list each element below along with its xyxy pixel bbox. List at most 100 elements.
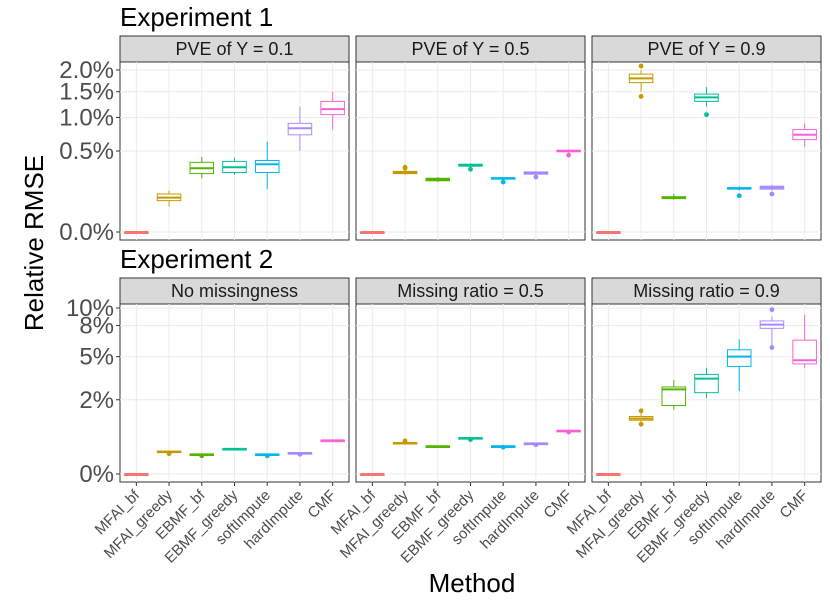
x-tick-label: CMF bbox=[304, 487, 339, 522]
box-body bbox=[320, 100, 345, 116]
box-outlier bbox=[533, 174, 539, 180]
box-body bbox=[254, 159, 280, 173]
box-outlier bbox=[638, 421, 644, 427]
box-MFAI_greedy bbox=[392, 438, 418, 445]
y-tick-label: 1.0% bbox=[59, 104, 114, 131]
box-outlier bbox=[500, 444, 506, 450]
box-softImpute bbox=[726, 339, 752, 391]
box-EBMF_greedy bbox=[222, 157, 247, 175]
panel-1-1: PVE of Y = 0.1 bbox=[119, 35, 350, 241]
experiment-1-title: Experiment 1 bbox=[120, 2, 273, 32]
y-tick-label: 0.5% bbox=[59, 138, 114, 165]
box-MFAI_greedy bbox=[628, 63, 654, 99]
y-tick-label: 5% bbox=[79, 344, 114, 371]
box-body bbox=[792, 339, 817, 365]
box-MFAI_greedy bbox=[628, 408, 654, 427]
panel-1-3: PVE of Y = 0.9 bbox=[591, 35, 822, 241]
box-MFAI_bf bbox=[124, 231, 149, 234]
box-MFAI_greedy bbox=[392, 164, 418, 175]
facet-strip-label: PVE of Y = 0.1 bbox=[176, 39, 294, 59]
panel-2-2: Missing ratio = 0.5MFAI_bfMFAI_greedyEBM… bbox=[328, 277, 586, 567]
y-tick-label: 10% bbox=[66, 295, 114, 322]
box-EBMF_greedy bbox=[458, 437, 483, 442]
y-axis-title: Relative RMSE bbox=[19, 155, 49, 331]
box-CMF bbox=[556, 149, 581, 158]
box-CMF bbox=[792, 314, 817, 368]
box-softImpute bbox=[726, 186, 752, 199]
box-outlier bbox=[736, 193, 742, 199]
box-MFAI_greedy bbox=[156, 190, 182, 207]
box-MFAI_bf bbox=[360, 231, 385, 234]
box-hardImpute bbox=[523, 171, 549, 180]
box-EBMF_bf bbox=[425, 445, 451, 448]
box-CMF bbox=[792, 123, 817, 148]
box-softImpute bbox=[490, 177, 516, 185]
x-tick-label: CMF bbox=[540, 487, 575, 522]
box-hardImpute bbox=[287, 106, 313, 151]
facet-strip-label: PVE of Y = 0.5 bbox=[412, 39, 530, 59]
box-outlier bbox=[769, 345, 775, 350]
box-outlier bbox=[566, 429, 572, 435]
box-softImpute bbox=[254, 141, 280, 190]
box-MFAI_bf bbox=[360, 473, 385, 476]
box-MFAI_bf bbox=[596, 231, 621, 234]
facet-strip-label: Missing ratio = 0.9 bbox=[633, 281, 780, 301]
facet-strip bbox=[119, 35, 350, 63]
x-axis-title: Method bbox=[429, 568, 516, 598]
plot-layer: PVE of Y = 0.1 PVE of Y = 0.5 PVE of Y = 0… bbox=[59, 35, 822, 567]
y-tick-label: 0% bbox=[79, 461, 114, 488]
box-outlier bbox=[704, 112, 709, 118]
box-outlier bbox=[199, 453, 205, 459]
box-outlier bbox=[297, 451, 303, 457]
box-EBMF_bf bbox=[189, 453, 215, 459]
box-softImpute bbox=[490, 444, 516, 450]
panel-2-3: Missing ratio = 0.9MFAI_bfMFAI_greedyEBM… bbox=[564, 277, 822, 567]
facet-strip-label: Missing ratio = 0.5 bbox=[397, 281, 544, 301]
box-outlier bbox=[769, 191, 775, 197]
box-EBMF_bf bbox=[661, 380, 687, 410]
box-outlier bbox=[264, 453, 270, 459]
box-MFAI_greedy bbox=[156, 450, 182, 457]
box-EBMF_bf bbox=[189, 156, 215, 179]
box-MFAI_bf bbox=[596, 473, 621, 476]
box-EBMF_greedy bbox=[222, 447, 247, 451]
box-hardImpute bbox=[759, 184, 785, 197]
panel-2-1: No missingnessMFAI_bfMFAI_greedyEBMF_bfE… bbox=[92, 277, 350, 567]
box-CMF bbox=[320, 439, 345, 443]
box-outlier bbox=[166, 451, 172, 457]
box-body bbox=[726, 349, 752, 367]
box-outlier bbox=[402, 438, 408, 444]
facet-strip bbox=[355, 35, 586, 63]
box-CMF bbox=[556, 429, 581, 435]
box-hardImpute bbox=[523, 442, 549, 448]
box-EBMF_greedy bbox=[694, 367, 719, 398]
box-CMF bbox=[320, 91, 345, 130]
y-tick-label: 2.0% bbox=[59, 57, 114, 84]
box-outlier bbox=[638, 94, 644, 99]
box-body bbox=[694, 373, 719, 394]
box-outlier bbox=[638, 63, 644, 69]
box-outlier bbox=[533, 442, 539, 448]
panel-1-2: PVE of Y = 0.5 bbox=[355, 35, 586, 241]
facet-strip-label: No missingness bbox=[171, 281, 298, 301]
facet-strip-label: PVE of Y = 0.9 bbox=[648, 39, 766, 59]
facet-strip bbox=[119, 277, 350, 305]
box-outlier bbox=[769, 307, 775, 313]
box-softImpute bbox=[254, 453, 280, 459]
x-tick-label: CMF bbox=[776, 487, 811, 522]
box-EBMF_greedy bbox=[694, 87, 719, 118]
box-EBMF_greedy bbox=[458, 163, 483, 172]
box-EBMF_bf bbox=[661, 194, 687, 200]
y-tick-label: 0.0% bbox=[59, 219, 114, 246]
box-outlier bbox=[500, 179, 506, 185]
box-hardImpute bbox=[759, 307, 785, 350]
y-tick-label: 2% bbox=[79, 387, 114, 414]
y-tick-label: 1.5% bbox=[59, 79, 114, 106]
y-tick-label: 8% bbox=[79, 313, 114, 340]
box-outlier bbox=[566, 152, 572, 158]
box-outlier bbox=[402, 164, 408, 170]
box-outlier bbox=[638, 408, 644, 414]
box-hardImpute bbox=[287, 451, 313, 457]
box-outlier bbox=[468, 437, 473, 442]
